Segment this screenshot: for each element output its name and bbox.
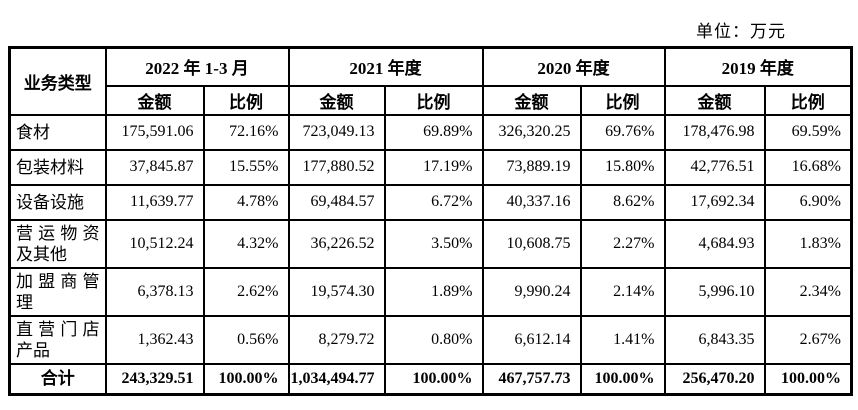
amount-header-2021: 金额 bbox=[287, 84, 386, 116]
period-header-2022: 2022 年 1-3 月 bbox=[104, 46, 290, 87]
ratio-cell: 69.76% bbox=[579, 113, 666, 151]
ratio-cell: 6.72% bbox=[383, 183, 484, 221]
ratio-cell: 6.90% bbox=[763, 183, 853, 221]
amount-header-2020: 金额 bbox=[481, 84, 582, 116]
amount-cell: 19,574.30 bbox=[287, 266, 386, 317]
ratio-cell: 3.50% bbox=[383, 218, 484, 269]
table-row-packaging-materials: 包装材料 37,845.87 15.55% 177,880.52 17.19% … bbox=[8, 148, 853, 186]
amount-cell: 256,470.20 bbox=[663, 362, 766, 396]
ratio-cell: 17.19% bbox=[383, 148, 484, 186]
amount-cell: 723,049.13 bbox=[287, 113, 386, 151]
table-row-equipment-facilities: 设备设施 11,639.77 4.78% 69,484.57 6.72% 40,… bbox=[8, 183, 853, 221]
amount-cell: 37,845.87 bbox=[104, 148, 205, 186]
ratio-cell: 2.27% bbox=[579, 218, 666, 269]
ratio-cell: 72.16% bbox=[202, 113, 290, 151]
ratio-cell: 8.62% bbox=[579, 183, 666, 221]
amount-cell: 69,484.57 bbox=[287, 183, 386, 221]
amount-cell: 42,776.51 bbox=[663, 148, 766, 186]
amount-header-2022: 金额 bbox=[104, 84, 205, 116]
amount-cell: 6,612.14 bbox=[481, 314, 582, 365]
ratio-cell: 4.32% bbox=[202, 218, 290, 269]
amount-header-2019: 金额 bbox=[663, 84, 766, 116]
period-header-2021: 2021 年度 bbox=[287, 46, 484, 87]
ratio-cell: 0.80% bbox=[383, 314, 484, 365]
ratio-cell: 100.00% bbox=[202, 362, 290, 396]
amount-cell: 10,512.24 bbox=[104, 218, 205, 269]
ratio-cell: 4.78% bbox=[202, 183, 290, 221]
unit-label: 单位：万元 bbox=[696, 22, 786, 41]
ratio-header-2019: 比例 bbox=[763, 84, 853, 116]
amount-cell: 11,639.77 bbox=[104, 183, 205, 221]
ratio-header-2022: 比例 bbox=[202, 84, 290, 116]
amount-cell: 6,378.13 bbox=[104, 266, 205, 317]
amount-cell: 8,279.72 bbox=[287, 314, 386, 365]
row-label: 营运物资及其他 bbox=[8, 218, 107, 269]
row-label: 直营门店产品 bbox=[8, 314, 107, 365]
ratio-cell: 69.59% bbox=[763, 113, 853, 151]
ratio-header-2021: 比例 bbox=[383, 84, 484, 116]
amount-cell: 36,226.52 bbox=[287, 218, 386, 269]
total-row-label: 合计 bbox=[8, 362, 107, 396]
ratio-cell: 1.83% bbox=[763, 218, 853, 269]
header-row-measures: 金额 比例 金额 比例 金额 比例 金额 比例 bbox=[10, 84, 853, 116]
row-label: 包装材料 bbox=[8, 148, 107, 186]
amount-cell: 73,889.19 bbox=[481, 148, 582, 186]
ratio-cell: 0.56% bbox=[202, 314, 290, 365]
row-label: 加盟商管理 bbox=[8, 266, 107, 317]
ratio-cell: 2.67% bbox=[763, 314, 853, 365]
table-row-direct-store-products: 直营门店产品 1,362.43 0.56% 8,279.72 0.80% 6,6… bbox=[8, 314, 853, 365]
ratio-cell: 16.68% bbox=[763, 148, 853, 186]
table-row-food-materials: 食材 175,591.06 72.16% 723,049.13 69.89% 3… bbox=[8, 113, 853, 151]
revenue-by-business-type-table: 业务类型 2022 年 1-3 月 2021 年度 2020 年度 2019 年… bbox=[8, 46, 853, 396]
ratio-cell: 69.89% bbox=[383, 113, 484, 151]
amount-cell: 17,692.34 bbox=[663, 183, 766, 221]
period-header-2019: 2019 年度 bbox=[663, 46, 853, 87]
amount-cell: 5,996.10 bbox=[663, 266, 766, 317]
row-label: 食材 bbox=[8, 113, 107, 151]
amount-cell: 40,337.16 bbox=[481, 183, 582, 221]
table-row-operating-supplies-and-other: 营运物资及其他 10,512.24 4.32% 36,226.52 3.50% … bbox=[8, 218, 853, 269]
amount-cell: 9,990.24 bbox=[481, 266, 582, 317]
business-type-header: 业务类型 bbox=[8, 46, 107, 116]
ratio-cell: 100.00% bbox=[383, 362, 484, 396]
amount-cell: 467,757.73 bbox=[481, 362, 582, 396]
amount-cell: 1,034,494.77 bbox=[287, 362, 386, 396]
amount-cell: 175,591.06 bbox=[104, 113, 205, 151]
table-row-total: 合计 243,329.51 100.00% 1,034,494.77 100.0… bbox=[8, 362, 853, 396]
ratio-header-2020: 比例 bbox=[579, 84, 666, 116]
row-label: 设备设施 bbox=[8, 183, 107, 221]
amount-cell: 4,684.93 bbox=[663, 218, 766, 269]
header-row-periods: 业务类型 2022 年 1-3 月 2021 年度 2020 年度 2019 年… bbox=[8, 46, 853, 116]
ratio-cell: 15.55% bbox=[202, 148, 290, 186]
ratio-cell: 1.89% bbox=[383, 266, 484, 317]
period-header-2020: 2020 年度 bbox=[481, 46, 666, 87]
table-row-franchisee-management: 加盟商管理 6,378.13 2.62% 19,574.30 1.89% 9,9… bbox=[8, 266, 853, 317]
amount-cell: 178,476.98 bbox=[663, 113, 766, 151]
ratio-cell: 100.00% bbox=[763, 362, 853, 396]
amount-cell: 243,329.51 bbox=[104, 362, 205, 396]
ratio-cell: 2.14% bbox=[579, 266, 666, 317]
ratio-cell: 100.00% bbox=[579, 362, 666, 396]
amount-cell: 6,843.35 bbox=[663, 314, 766, 365]
ratio-cell: 2.62% bbox=[202, 266, 290, 317]
ratio-cell: 15.80% bbox=[579, 148, 666, 186]
amount-cell: 10,608.75 bbox=[481, 218, 582, 269]
amount-cell: 326,320.25 bbox=[481, 113, 582, 151]
amount-cell: 1,362.43 bbox=[104, 314, 205, 365]
ratio-cell: 2.34% bbox=[763, 266, 853, 317]
amount-cell: 177,880.52 bbox=[287, 148, 386, 186]
ratio-cell: 1.41% bbox=[579, 314, 666, 365]
